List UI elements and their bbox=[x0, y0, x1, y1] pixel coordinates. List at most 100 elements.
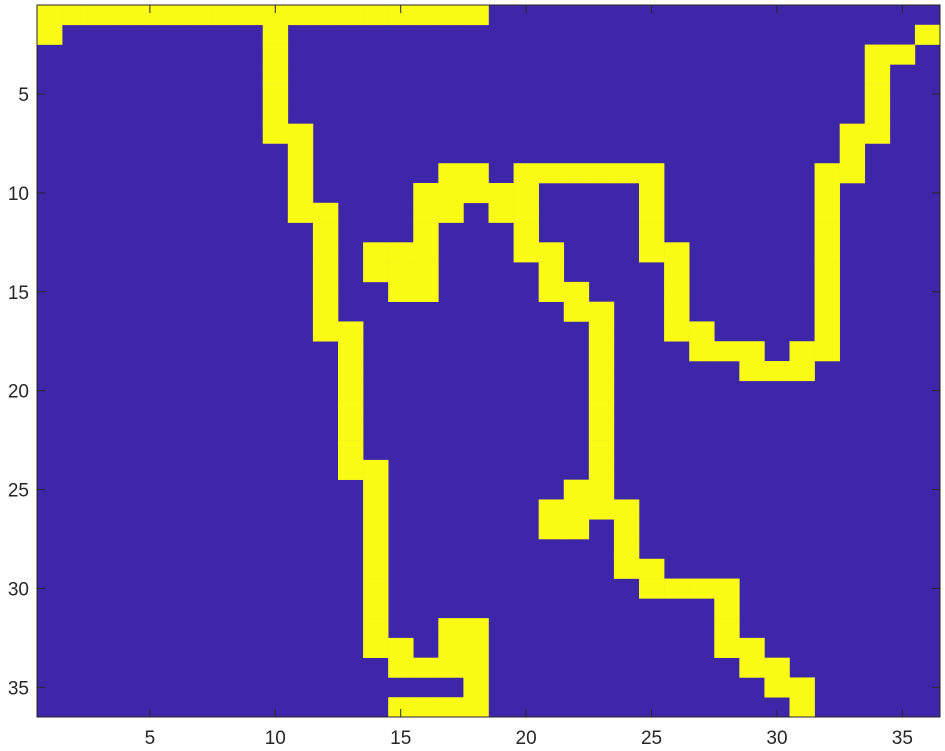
heatmap-cell bbox=[839, 123, 866, 144]
heatmap-cell bbox=[814, 262, 840, 283]
heatmap-cell bbox=[338, 440, 364, 461]
heatmap-cell bbox=[488, 202, 514, 223]
heatmap-cell bbox=[312, 321, 339, 342]
heatmap-cell bbox=[764, 657, 790, 678]
heatmap-cell bbox=[689, 341, 715, 362]
heatmap-cell bbox=[338, 380, 364, 401]
y-tick-label: 25 bbox=[8, 481, 29, 502]
heatmap-cell bbox=[814, 242, 840, 263]
heatmap-cell bbox=[588, 479, 615, 500]
heatmap-cell bbox=[513, 183, 539, 204]
heatmap-cell bbox=[388, 5, 414, 26]
x-tick-label: 10 bbox=[265, 728, 286, 749]
heatmap-cell bbox=[438, 697, 464, 718]
heatmap-cell bbox=[588, 163, 615, 184]
heatmap-cell bbox=[187, 5, 213, 26]
heatmap-cell bbox=[814, 183, 840, 204]
heatmap-cell bbox=[363, 519, 389, 540]
heatmap-cell bbox=[312, 301, 339, 322]
heatmap-cell bbox=[312, 5, 339, 26]
heatmap-cell bbox=[864, 84, 891, 105]
heatmap-cell bbox=[112, 5, 138, 26]
heatmap-cell bbox=[814, 163, 840, 184]
heatmap-cell bbox=[613, 519, 640, 540]
heatmap-cell bbox=[613, 539, 640, 560]
heatmap-cell bbox=[463, 5, 489, 26]
heatmap-cell bbox=[312, 262, 339, 283]
heatmap-cell bbox=[463, 163, 489, 184]
heatmap-cell bbox=[864, 44, 891, 65]
heatmap-cell bbox=[588, 341, 615, 362]
heatmap-cell bbox=[363, 558, 389, 579]
heatmap-cell bbox=[739, 341, 765, 362]
heatmap-cell bbox=[438, 618, 464, 639]
heatmap-cell bbox=[463, 697, 489, 718]
heatmap-cell bbox=[463, 183, 489, 204]
heatmap-cell bbox=[538, 262, 565, 283]
heatmap-cell bbox=[789, 361, 815, 382]
heatmap-cell bbox=[413, 281, 439, 302]
heatmap-cell bbox=[388, 281, 414, 302]
heatmap-cell bbox=[438, 657, 464, 678]
heatmap-cell bbox=[37, 5, 63, 26]
x-tick-label: 25 bbox=[641, 728, 662, 749]
heatmap-cell bbox=[714, 598, 740, 619]
heatmap-cell bbox=[513, 222, 539, 243]
heatmap-cell bbox=[363, 598, 389, 619]
axis-ticks bbox=[37, 5, 940, 717]
heatmap-cell bbox=[413, 5, 439, 26]
heatmap-cell bbox=[664, 321, 690, 342]
y-tick-label: 5 bbox=[18, 85, 29, 106]
axis-tick-labels: 5 10 15 20 25 30 35 5 10 15 20 25 30 35 bbox=[8, 85, 913, 749]
heatmap-cell bbox=[338, 5, 364, 26]
heatmap-cell bbox=[338, 459, 364, 480]
heatmap-cell bbox=[438, 163, 464, 184]
heatmap-cell bbox=[714, 341, 740, 362]
heatmap-cell bbox=[312, 202, 339, 223]
heatmap-cell bbox=[438, 183, 464, 204]
heatmap-cell bbox=[839, 163, 866, 184]
heatmap-cell bbox=[588, 380, 615, 401]
heatmap-cell bbox=[287, 163, 314, 184]
heatmap-cell bbox=[262, 84, 289, 105]
x-tick-label: 30 bbox=[766, 728, 787, 749]
heatmap-cell bbox=[789, 677, 815, 698]
heatmap-cell bbox=[262, 64, 289, 85]
heatmap-cell bbox=[664, 262, 690, 283]
heatmap-cell bbox=[538, 163, 565, 184]
heatmap-cell bbox=[739, 637, 765, 658]
heatmap-cell bbox=[789, 697, 815, 718]
heatmap-cell bbox=[338, 321, 364, 342]
heatmap-cell bbox=[588, 459, 615, 480]
heatmap-cell bbox=[438, 637, 464, 658]
heatmap-cell bbox=[714, 637, 740, 658]
heatmap-cell bbox=[388, 697, 414, 718]
x-tick-label: 20 bbox=[516, 728, 537, 749]
heatmap-cell bbox=[814, 202, 840, 223]
heatmap-cell bbox=[87, 5, 113, 26]
heatmap-cell bbox=[312, 242, 339, 263]
heatmap-cell bbox=[137, 5, 163, 26]
heatmap-cell bbox=[363, 479, 389, 500]
x-tick-label: 15 bbox=[390, 728, 411, 749]
heatmap-cell bbox=[287, 183, 314, 204]
heatmap-cell bbox=[287, 5, 314, 26]
heatmap-cell bbox=[438, 202, 464, 223]
heatmap-cell bbox=[438, 5, 464, 26]
heatmap-cell bbox=[864, 123, 891, 144]
heatmap-cell bbox=[413, 202, 439, 223]
heatmap-cell bbox=[639, 163, 665, 184]
heatmap-cell bbox=[413, 222, 439, 243]
heatmap-cell bbox=[613, 499, 640, 520]
heatmap-cell bbox=[714, 618, 740, 639]
heatmap-cell bbox=[237, 5, 264, 26]
heatmap-cell bbox=[613, 163, 640, 184]
heatmap-cell bbox=[262, 5, 289, 26]
heatmap-cell bbox=[388, 262, 414, 283]
heatmap-cell bbox=[538, 281, 565, 302]
heatmap-cell bbox=[413, 242, 439, 263]
heatmap-cell bbox=[588, 440, 615, 461]
heatmap-cell bbox=[413, 262, 439, 283]
heatmap-cell bbox=[563, 301, 590, 322]
